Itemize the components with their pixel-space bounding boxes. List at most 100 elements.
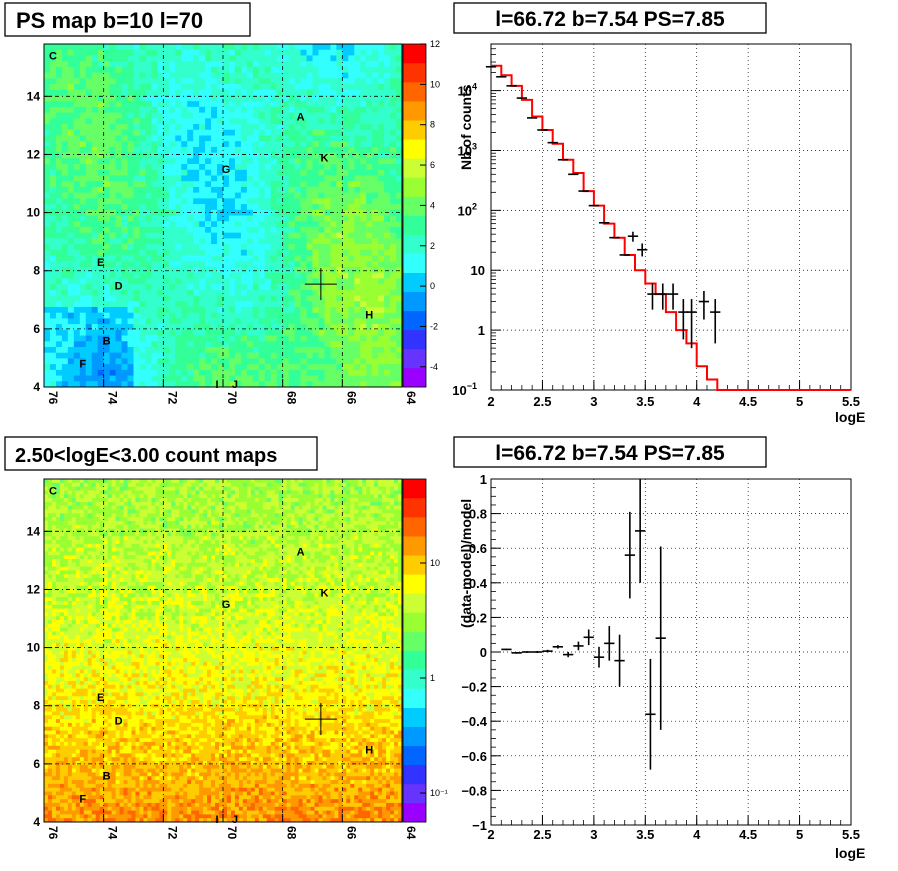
heatmap-cell bbox=[61, 84, 69, 91]
heatmap-cell bbox=[55, 375, 63, 382]
heatmap-cell bbox=[55, 249, 63, 256]
heatmap-cell bbox=[83, 555, 89, 560]
heatmap-cell bbox=[55, 381, 63, 387]
heatmap-cell bbox=[44, 799, 49, 804]
heatmap-cell bbox=[44, 306, 51, 314]
heatmap-cell bbox=[181, 249, 188, 256]
heatmap-cell bbox=[193, 289, 200, 296]
heatmap-cell bbox=[163, 186, 170, 194]
heatmap-cell bbox=[55, 498, 61, 503]
heatmap-cell bbox=[75, 517, 81, 522]
heatmap-cell bbox=[91, 616, 97, 621]
heatmap-cell bbox=[87, 501, 93, 507]
heatmap-cell bbox=[300, 112, 307, 119]
heatmap-cell bbox=[223, 335, 230, 342]
heatmap-cell bbox=[44, 158, 51, 165]
heatmap-cell bbox=[330, 375, 337, 382]
heatmap-cell bbox=[390, 118, 397, 125]
heatmap-cell bbox=[205, 169, 212, 176]
heatmap-cell bbox=[115, 61, 122, 68]
heatmap-cell bbox=[47, 677, 53, 682]
heatmap-cell bbox=[330, 61, 337, 68]
heatmap-cell bbox=[234, 95, 242, 102]
heatmap-cell bbox=[51, 581, 57, 587]
heatmap-cell bbox=[83, 600, 89, 606]
heatmap-cell bbox=[294, 381, 301, 387]
heatmap-cell bbox=[348, 135, 355, 142]
heatmap-cell bbox=[270, 129, 278, 136]
heatmap-cell bbox=[240, 221, 248, 228]
heatmap-cell bbox=[187, 369, 194, 376]
heatmap-cell bbox=[288, 181, 295, 188]
heatmap-cell bbox=[312, 312, 319, 319]
heatmap-cell bbox=[55, 665, 61, 670]
heatmap-cell bbox=[55, 352, 63, 359]
heatmap-cell bbox=[139, 226, 146, 234]
heatmap-cell bbox=[63, 608, 69, 613]
heatmap-cell bbox=[163, 101, 170, 108]
heatmap-cell bbox=[51, 498, 57, 503]
heatmap-cell bbox=[276, 306, 284, 314]
heatmap-cell bbox=[49, 135, 57, 142]
heatmap-cell bbox=[163, 295, 170, 302]
heatmap-cell bbox=[49, 266, 57, 274]
heatmap-cell bbox=[270, 204, 278, 211]
heatmap-cell bbox=[187, 375, 194, 382]
heatmap-cell bbox=[67, 688, 73, 693]
heatmap-cell bbox=[348, 232, 355, 239]
heatmap-cell bbox=[366, 198, 373, 205]
heatmap-cell bbox=[59, 654, 65, 659]
heatmap-cell bbox=[288, 232, 295, 239]
heatmap-cell bbox=[396, 381, 402, 387]
heatmap-cell bbox=[79, 684, 85, 690]
heatmap-cell bbox=[95, 783, 101, 789]
heatmap-cell bbox=[91, 306, 99, 314]
heatmap-cell bbox=[67, 318, 75, 325]
heatmap-cell bbox=[264, 221, 272, 228]
heatmap-cell bbox=[75, 543, 81, 548]
heatmap-cell bbox=[390, 66, 397, 73]
heatmap-cell bbox=[95, 555, 101, 560]
heatmap-cell bbox=[99, 501, 105, 507]
heatmap-cell bbox=[83, 490, 89, 495]
heatmap-cell bbox=[288, 118, 295, 125]
heatmap-cell bbox=[282, 249, 290, 256]
heatmap-cell bbox=[79, 608, 85, 613]
heatmap-cell bbox=[83, 612, 89, 617]
heatmap-cell bbox=[99, 623, 105, 629]
heatmap-cell bbox=[336, 49, 343, 56]
heatmap-cell bbox=[133, 192, 140, 199]
heatmap-cell bbox=[75, 539, 81, 545]
heatmap-cell bbox=[47, 673, 53, 678]
x-tick-label: 66 bbox=[344, 391, 358, 405]
heatmap-cell bbox=[378, 221, 385, 228]
heatmap-cell bbox=[270, 295, 278, 302]
heatmap-cell bbox=[324, 141, 331, 148]
heatmap-cell bbox=[87, 581, 93, 587]
heatmap-cell bbox=[294, 289, 301, 296]
heatmap-cell bbox=[44, 266, 51, 274]
heatmap-cell bbox=[384, 261, 391, 268]
heatmap-cell bbox=[79, 209, 87, 216]
heatmap-cell bbox=[240, 181, 248, 188]
heatmap-cell bbox=[47, 620, 53, 625]
heatmap-cell bbox=[258, 209, 266, 216]
heatmap-cell bbox=[300, 124, 307, 131]
heatmap-cell bbox=[396, 295, 402, 302]
heatmap-cell bbox=[324, 375, 331, 382]
heatmap-cell bbox=[187, 312, 194, 319]
heatmap-cell bbox=[342, 341, 349, 348]
heatmap-cell bbox=[187, 95, 194, 102]
heatmap-cell bbox=[83, 539, 89, 545]
heatmap-cell bbox=[127, 329, 134, 336]
heatmap-cell bbox=[366, 55, 373, 62]
heatmap-cell bbox=[91, 646, 97, 651]
heatmap-cell bbox=[55, 494, 61, 499]
heatmap-cell bbox=[51, 810, 57, 815]
heatmap-cell bbox=[79, 249, 87, 256]
heatmap-cell bbox=[71, 513, 77, 518]
heatmap-cell bbox=[55, 616, 61, 621]
heatmap-cell bbox=[139, 318, 146, 325]
heatmap-cell bbox=[181, 221, 188, 228]
heatmap-cell bbox=[336, 135, 343, 142]
